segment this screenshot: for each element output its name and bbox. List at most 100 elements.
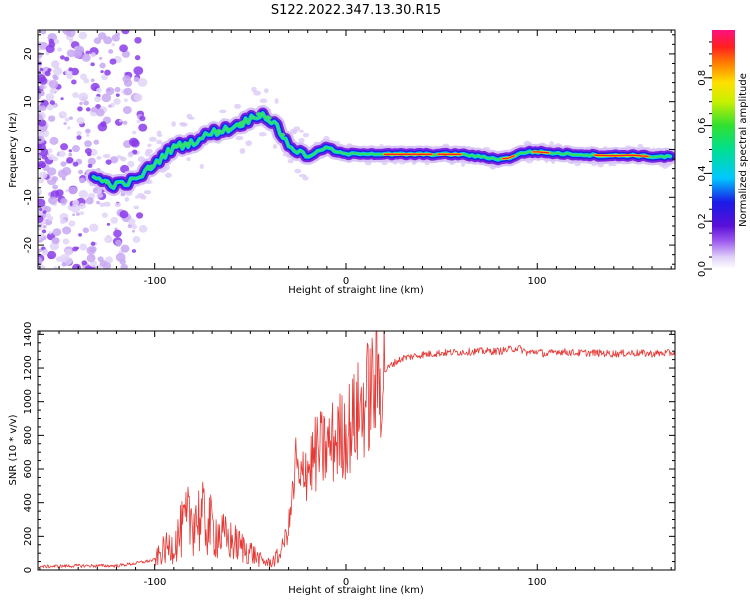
colorbar: 0.0 0.2 0.4 0.6 0.8 Normalized spectral … (697, 30, 749, 277)
noise-speck (118, 119, 123, 123)
noise-speck (90, 241, 96, 246)
noise-speck (91, 106, 98, 113)
noise-speck (89, 148, 98, 156)
noise-speck (53, 67, 63, 76)
ridge-blob (240, 120, 247, 125)
halo-speck (97, 188, 103, 195)
spectrogram-ytick-label: -20 (23, 237, 34, 253)
spectrogram-ytick-label: 0 (23, 146, 34, 152)
noise-speck (100, 121, 107, 127)
noise-speck (138, 123, 148, 132)
halo-speck (119, 156, 125, 160)
ridge-blob (177, 143, 184, 148)
snr-xtick-label: 0 (343, 577, 349, 588)
halo-speck (124, 196, 130, 202)
noise-speck (51, 237, 60, 245)
noise-speck (108, 49, 114, 54)
noise-speck (136, 212, 144, 219)
snr-panel: -100 0 100 0 200 400 600 800 1000 1200 1… (8, 322, 676, 596)
snr-ytick-label: 1000 (23, 389, 34, 414)
halo-speck (156, 139, 163, 145)
noise-speck (72, 199, 80, 206)
noise-speck (137, 77, 148, 87)
noise-speck (122, 106, 132, 115)
noise-speck (58, 150, 66, 157)
halo-speck (179, 122, 187, 127)
noise-speck (72, 92, 79, 99)
noise-speck (127, 160, 135, 168)
noise-speck (59, 218, 66, 225)
halo-speck (239, 148, 246, 154)
noise-speck (89, 260, 98, 268)
halo-speck (156, 130, 162, 136)
noise-speck (110, 156, 119, 164)
noise-speck (105, 159, 112, 165)
ridge-blob (265, 116, 272, 121)
noise-speck (76, 135, 82, 140)
halo-speck (251, 86, 257, 93)
noise-speck (52, 228, 62, 237)
noise-speck (46, 104, 54, 111)
halo-speck (102, 154, 111, 159)
colorbar-gradient (712, 30, 735, 269)
noise-speck (134, 36, 142, 44)
noise-speck (38, 214, 44, 224)
halo-speck (302, 132, 309, 138)
noise-speck (60, 97, 64, 101)
halo-speck (171, 121, 176, 127)
noise-speck (48, 231, 53, 235)
snr-frame (37, 330, 676, 571)
noise-speck (78, 202, 86, 210)
noise-speck (72, 213, 76, 217)
noise-speck (48, 80, 59, 89)
noise-speck (38, 256, 43, 265)
noise-speck (53, 39, 60, 44)
noise-speck (62, 30, 72, 35)
noise-speck (78, 233, 83, 237)
noise-speck (114, 227, 118, 231)
noise-speck (131, 249, 137, 253)
noise-speck (128, 137, 139, 147)
chart-title: S122.2022.347.13.30.R15 (271, 3, 441, 18)
spectrogram-ytick-label: -10 (23, 189, 34, 205)
noise-speck (109, 58, 117, 65)
noise-speck (38, 198, 46, 208)
snr-ytick-label: 1400 (23, 322, 34, 347)
noise-speck (68, 186, 78, 195)
ridge-blob (215, 129, 222, 134)
noise-speck (95, 108, 105, 117)
snr-xtick-label: 100 (527, 577, 546, 588)
noise-speck (61, 176, 66, 181)
noise-speck (38, 41, 48, 50)
noise-speck (131, 149, 138, 155)
noise-speck (84, 140, 92, 148)
halo-speck (235, 135, 244, 141)
noise-speck (72, 161, 79, 167)
noise-speck (115, 93, 120, 97)
snr-ytick-label: 1200 (23, 355, 34, 380)
noise-speck (38, 135, 45, 144)
noise-speck (47, 68, 52, 72)
noise-speck (121, 30, 130, 35)
noise-speck (90, 78, 95, 83)
noise-speck (39, 67, 44, 72)
halo-speck (294, 168, 302, 174)
noise-speck (72, 145, 80, 153)
halo-speck (188, 116, 195, 120)
noise-speck (85, 265, 92, 269)
noise-speck (76, 130, 82, 136)
halo-speck (199, 163, 204, 170)
noise-speck (97, 256, 104, 262)
noise-speck (73, 50, 83, 59)
noise-speck (70, 204, 81, 213)
noise-speck (48, 115, 56, 122)
noise-speck (111, 42, 116, 47)
noise-speck (122, 75, 131, 83)
ridge-blob (184, 141, 191, 146)
halo-speck (143, 190, 152, 195)
noise-speck (104, 235, 113, 244)
noise-speck (64, 248, 73, 256)
snr-y-axis-label: SNR (10 * v/v) (8, 414, 19, 485)
noise-speck (64, 56, 70, 62)
spectrogram-xtick-label: 100 (527, 276, 546, 287)
